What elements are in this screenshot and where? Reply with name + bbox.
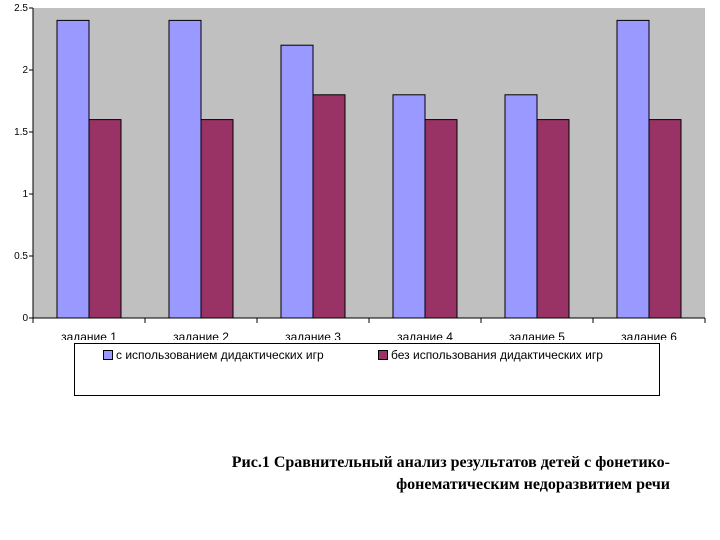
- x-tick-label: задание 4: [397, 330, 453, 340]
- bar-series-1-cat-6: [616, 19, 650, 319]
- bar-series-1-cat-1: [56, 19, 90, 319]
- bar-series-1-cat-5: [504, 94, 538, 319]
- y-tick-label: 1.5: [14, 127, 28, 138]
- caption-line-2: фонематическим недоразвитием речи: [396, 476, 670, 493]
- bar-series-2-cat-4: [424, 119, 458, 319]
- bar-chart: 0 0.5 1 1.5 2 2.5 задание 1 задание 2 задание 3…: [14, 3, 706, 340]
- y-tick-label: 2.5: [14, 3, 28, 14]
- x-tick-label: задание 1: [61, 330, 117, 340]
- legend-label-series-2: без использования дидактических игр: [391, 348, 603, 362]
- y-tick-label: 0.5: [14, 251, 28, 262]
- bar-series-2-cat-5: [536, 119, 570, 319]
- legend-item-series-2: без использования дидактических игр: [378, 348, 603, 362]
- x-tick-label: задание 3: [285, 330, 341, 340]
- bar-series-2-cat-1: [88, 119, 122, 319]
- bars: [56, 19, 682, 319]
- legend-swatch-series-2: [378, 350, 388, 360]
- bar-series-2-cat-6: [648, 119, 682, 319]
- bar-series-1-cat-4: [392, 94, 426, 319]
- bar-series-2-cat-2: [200, 119, 234, 319]
- x-axis: задание 1 задание 2 задание 3 задание 4 зада…: [32, 317, 706, 340]
- y-tick-label: 0: [22, 313, 28, 324]
- x-tick-label: задание 2: [173, 330, 229, 340]
- bar-series-2-cat-3: [312, 94, 346, 319]
- legend-swatch-series-1: [103, 350, 113, 360]
- x-tick-label: задание 5: [509, 330, 565, 340]
- plot-area: [33, 8, 705, 318]
- caption-line-1: Рис.1 Сравнительный анализ результатов д…: [231, 454, 670, 471]
- bar-series-1-cat-3: [280, 44, 314, 319]
- bar-series-1-cat-2: [168, 19, 202, 319]
- figure-caption: Рис.1 Сравнительный анализ результатов д…: [160, 452, 670, 496]
- legend-label-series-1: с использованием дидактических игр: [116, 348, 324, 362]
- y-axis: 0 0.5 1 1.5 2 2.5: [14, 3, 34, 324]
- y-tick-label: 2: [22, 65, 28, 76]
- legend-item-series-1: с использованием дидактических игр: [103, 348, 324, 362]
- x-tick-label: задание 6: [621, 330, 677, 340]
- y-tick-label: 1: [22, 189, 28, 200]
- legend: с использованием дидактических игр без и…: [74, 343, 660, 396]
